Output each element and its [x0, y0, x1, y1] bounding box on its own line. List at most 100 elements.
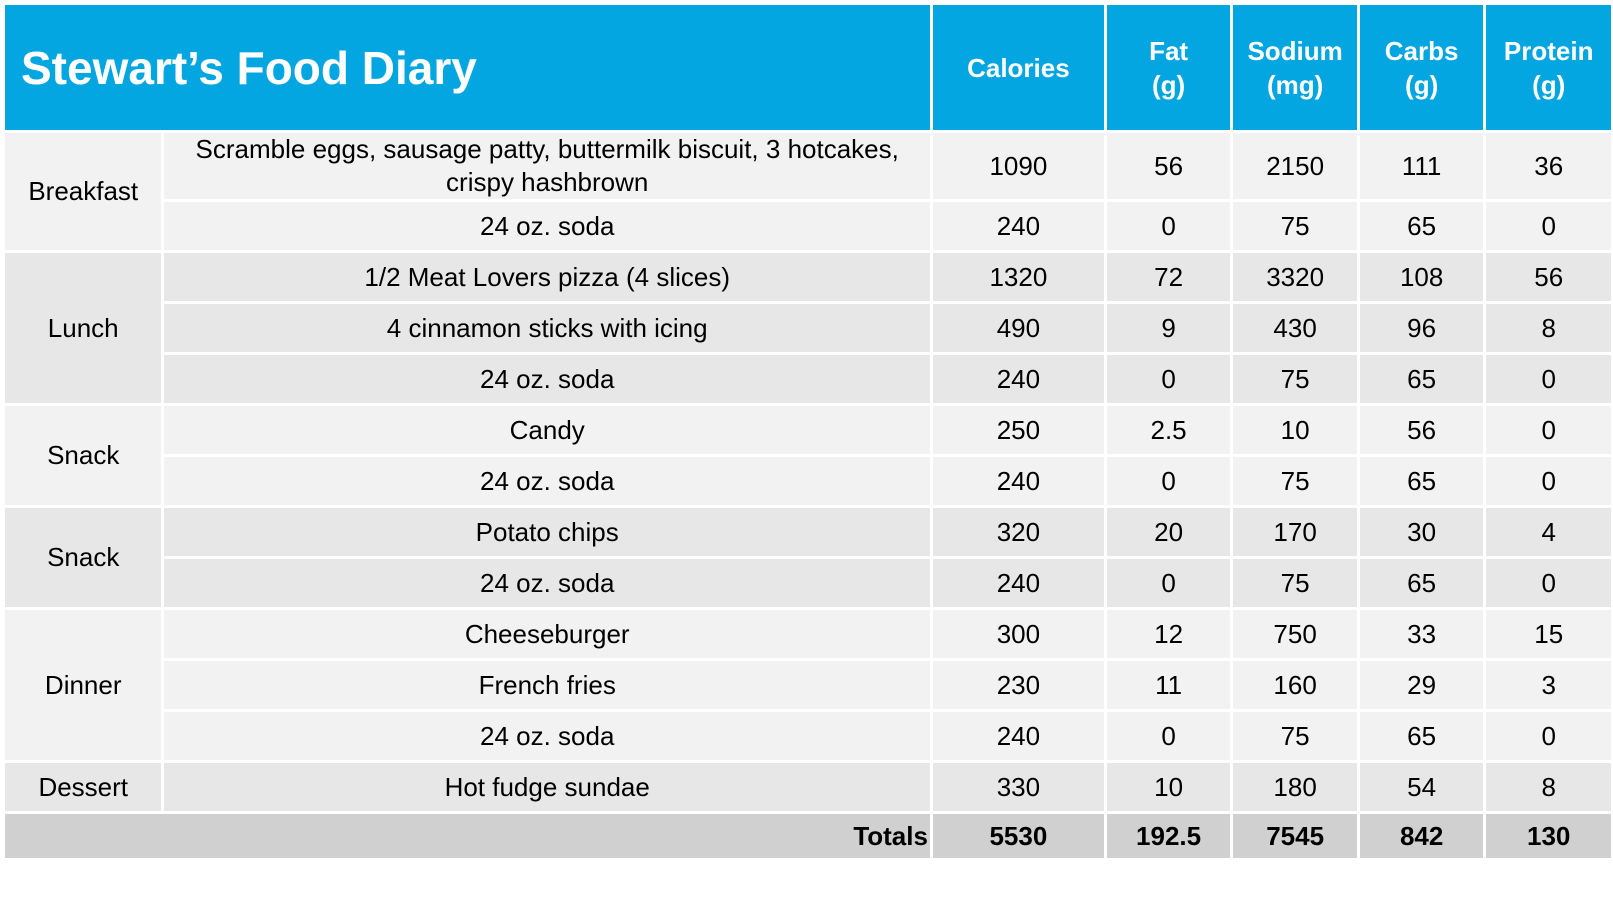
calories-cell: 1320	[929, 250, 1107, 304]
protein-cell: 0	[1483, 199, 1613, 253]
meal-label-dinner: Dinner	[1, 607, 165, 763]
table-row: 24 oz. soda 240 0 75 65 0	[4, 556, 1613, 610]
total-calories: 5530	[929, 811, 1107, 861]
food-item: French fries	[161, 658, 933, 712]
table-row: 24 oz. soda 240 0 75 65 0	[4, 709, 1613, 763]
table-row: Breakfast Scramble eggs, sausage patty, …	[1, 130, 1613, 253]
protein-cell: 15	[1483, 607, 1613, 661]
protein-cell: 8	[1483, 301, 1613, 355]
carbs-cell: 33	[1356, 607, 1487, 661]
column-header-unit: (g)	[1532, 69, 1566, 100]
column-header-line: Fat	[1149, 35, 1189, 66]
table-row: Snack Candy 250 2.5 10 56 0	[1, 403, 1613, 508]
food-diary-table: Stewart’s Food Diary Calories Fat (g) Sod…	[1, 2, 1613, 861]
food-item: Hot fudge sundae	[161, 760, 933, 814]
table-row: Dessert Hot fudge sundae 330 10 180 54 8	[1, 760, 1613, 814]
food-item: Scramble eggs, sausage patty, buttermilk…	[161, 130, 933, 202]
calories-cell: 240	[929, 352, 1107, 406]
column-header-calories: Calories	[929, 2, 1107, 133]
food-item: 4 cinnamon sticks with icing	[161, 301, 933, 355]
food-item: 1/2 Meat Lovers pizza (4 slices)	[161, 250, 933, 304]
total-sodium: 7545	[1230, 811, 1360, 861]
protein-cell: 8	[1483, 760, 1613, 814]
meal-label-lunch: Lunch	[1, 250, 165, 406]
calories-cell: 490	[929, 301, 1107, 355]
table-row: 24 oz. soda 240 0 75 65 0	[4, 454, 1613, 508]
protein-cell: 56	[1483, 250, 1613, 304]
food-item: 24 oz. soda	[161, 709, 933, 763]
protein-cell: 0	[1483, 403, 1613, 457]
fat-cell: 20	[1103, 505, 1234, 559]
column-header-line: Sodium	[1247, 35, 1343, 66]
sodium-cell: 750	[1230, 607, 1360, 661]
food-item: Cheeseburger	[161, 607, 933, 661]
calories-cell: 320	[929, 505, 1107, 559]
carbs-cell: 96	[1356, 301, 1487, 355]
column-header-line: Carbs	[1384, 35, 1459, 66]
food-item: 24 oz. soda	[161, 556, 933, 610]
food-item: 24 oz. soda	[161, 352, 933, 406]
carbs-cell: 111	[1356, 130, 1487, 202]
table-row: Dinner Cheeseburger 300 12 750 33 15	[1, 607, 1613, 763]
calories-cell: 250	[929, 403, 1107, 457]
calories-cell: 240	[929, 199, 1107, 253]
column-header-line: Protein	[1503, 35, 1594, 66]
sodium-cell: 430	[1230, 301, 1360, 355]
sodium-cell: 75	[1230, 199, 1360, 253]
table-row: 24 oz. soda 240 0 75 65 0	[4, 352, 1613, 406]
header-row: Stewart’s Food Diary Calories Fat (g) Sod…	[2, 2, 1613, 133]
sodium-cell: 180	[1230, 760, 1360, 814]
food-item: Potato chips	[161, 505, 933, 559]
meal-label-snack: Snack	[1, 403, 165, 508]
carbs-cell: 65	[1356, 709, 1487, 763]
protein-cell: 3	[1483, 658, 1613, 712]
total-carbs: 842	[1356, 811, 1487, 861]
sodium-cell: 10	[1230, 403, 1360, 457]
calories-cell: 330	[929, 760, 1107, 814]
sodium-cell: 75	[1230, 556, 1360, 610]
column-header-carbs: Carbs (g)	[1356, 2, 1487, 133]
calories-cell: 230	[929, 658, 1107, 712]
table-title: Stewart’s Food Diary	[2, 2, 933, 133]
meal-label-snack: Snack	[1, 505, 165, 610]
fat-cell: 9	[1103, 301, 1234, 355]
sodium-cell: 170	[1230, 505, 1360, 559]
table-row: Lunch 1/2 Meat Lovers pizza (4 slices) 1…	[1, 250, 1613, 406]
fat-cell: 2.5	[1103, 403, 1234, 457]
carbs-cell: 65	[1356, 454, 1487, 508]
meal-label-breakfast: Breakfast	[1, 130, 165, 253]
column-header-sodium: Sodium (mg)	[1230, 2, 1360, 133]
fat-cell: 72	[1103, 250, 1234, 304]
fat-cell: 11	[1103, 658, 1234, 712]
food-item: 24 oz. soda	[161, 454, 933, 508]
column-header-line: Calories	[967, 52, 1070, 83]
total-protein: 130	[1483, 811, 1613, 861]
protein-cell: 0	[1483, 556, 1613, 610]
column-header-protein: Protein (g)	[1483, 2, 1613, 133]
meal-label-dessert: Dessert	[1, 760, 165, 814]
carbs-cell: 54	[1356, 760, 1487, 814]
food-item: 24 oz. soda	[161, 199, 933, 253]
fat-cell: 10	[1103, 760, 1234, 814]
column-header-unit: (g)	[1405, 69, 1439, 100]
carbs-cell: 65	[1356, 556, 1487, 610]
protein-cell: 4	[1483, 505, 1613, 559]
fat-cell: 0	[1103, 556, 1234, 610]
calories-cell: 240	[929, 556, 1107, 610]
sodium-cell: 75	[1230, 709, 1360, 763]
calories-cell: 1090	[929, 130, 1107, 202]
table-row: French fries 230 11 160 29 3	[4, 658, 1613, 712]
protein-cell: 36	[1483, 130, 1613, 202]
column-header-fat: Fat (g)	[1103, 2, 1234, 133]
sodium-cell: 2150	[1230, 130, 1360, 202]
carbs-cell: 108	[1356, 250, 1487, 304]
column-header-unit: (g)	[1151, 69, 1186, 100]
totals-row: Totals 5530 192.5 7545 842 130	[2, 811, 1613, 861]
protein-cell: 0	[1483, 454, 1613, 508]
sodium-cell: 75	[1230, 352, 1360, 406]
sodium-cell: 75	[1230, 454, 1360, 508]
table-row: Snack Potato chips 320 20 170 30 4	[1, 505, 1613, 610]
table-row: 24 oz. soda 240 0 75 65 0	[4, 199, 1613, 253]
calories-cell: 240	[929, 454, 1107, 508]
sodium-cell: 160	[1230, 658, 1360, 712]
